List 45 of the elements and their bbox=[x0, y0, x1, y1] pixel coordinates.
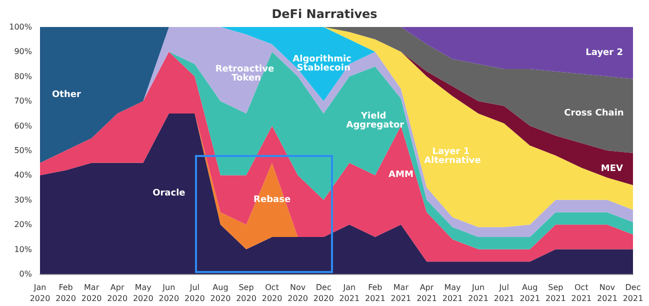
y-tick-label: 0% bbox=[19, 270, 32, 278]
x-tick-label: Aug 2021 bbox=[520, 283, 540, 303]
y-tick-label: 80% bbox=[14, 72, 32, 81]
x-tick-label: Sep 2021 bbox=[545, 283, 566, 303]
series-label: Rebase bbox=[254, 194, 291, 205]
series-label: Yield Aggregator bbox=[346, 111, 405, 130]
x-tick-label: Nov 2021 bbox=[597, 283, 618, 303]
y-tick-label: 70% bbox=[14, 96, 32, 106]
x-tick-label: Feb 2021 bbox=[364, 283, 386, 303]
x-tick-label: Jan 2021 bbox=[339, 283, 360, 303]
y-tick-label: 50% bbox=[14, 146, 32, 155]
x-tick-label: May 2020 bbox=[132, 283, 154, 303]
series-label: Layer 2 bbox=[586, 48, 623, 58]
y-tick-label: 100% bbox=[9, 22, 32, 32]
y-tick-label: 20% bbox=[14, 220, 32, 230]
x-tick-label: Oct 2021 bbox=[571, 283, 592, 303]
x-tick-label: Mar 2020 bbox=[81, 283, 102, 303]
x-tick-label: Feb 2020 bbox=[56, 283, 76, 303]
series-label: MEV bbox=[600, 164, 624, 174]
x-tick-label: Apr 2020 bbox=[107, 283, 128, 303]
x-tick-label: Mar 2021 bbox=[390, 283, 412, 303]
x-tick-label: Jun 2021 bbox=[468, 283, 488, 303]
y-tick-label: 30% bbox=[14, 195, 32, 204]
x-tick-label: Jan 2020 bbox=[30, 283, 50, 303]
y-tick-label: 60% bbox=[14, 121, 32, 130]
chart-title: DeFi Narratives bbox=[272, 7, 378, 21]
y-tick-label: 90% bbox=[14, 47, 32, 56]
x-tick-label: May 2021 bbox=[442, 283, 463, 303]
series-label: Oracle bbox=[152, 188, 186, 199]
x-tick-label: Nov 2020 bbox=[288, 283, 308, 303]
x-tick-label: Jul 2020 bbox=[184, 283, 205, 303]
series-label: AMM bbox=[388, 170, 414, 180]
y-tick-label: 10% bbox=[14, 244, 32, 254]
y-tick-label: 40% bbox=[14, 170, 32, 180]
series-label: Other bbox=[52, 90, 82, 100]
x-tick-label: Aug 2020 bbox=[210, 283, 231, 303]
x-tick-label: Jun 2020 bbox=[158, 283, 180, 303]
x-tick-label: Sep 2020 bbox=[236, 283, 256, 303]
series-label: Cross Chain bbox=[564, 108, 624, 118]
series-label: Layer 1 Alternative bbox=[424, 147, 481, 166]
x-tick-label: Jul 2021 bbox=[494, 283, 514, 303]
x-tick-label: Apr 2021 bbox=[416, 283, 437, 303]
x-tick-label: Dec 2020 bbox=[313, 283, 334, 303]
x-tick-label: Dec 2021 bbox=[622, 283, 644, 303]
x-tick-label: Oct 2020 bbox=[262, 283, 282, 303]
